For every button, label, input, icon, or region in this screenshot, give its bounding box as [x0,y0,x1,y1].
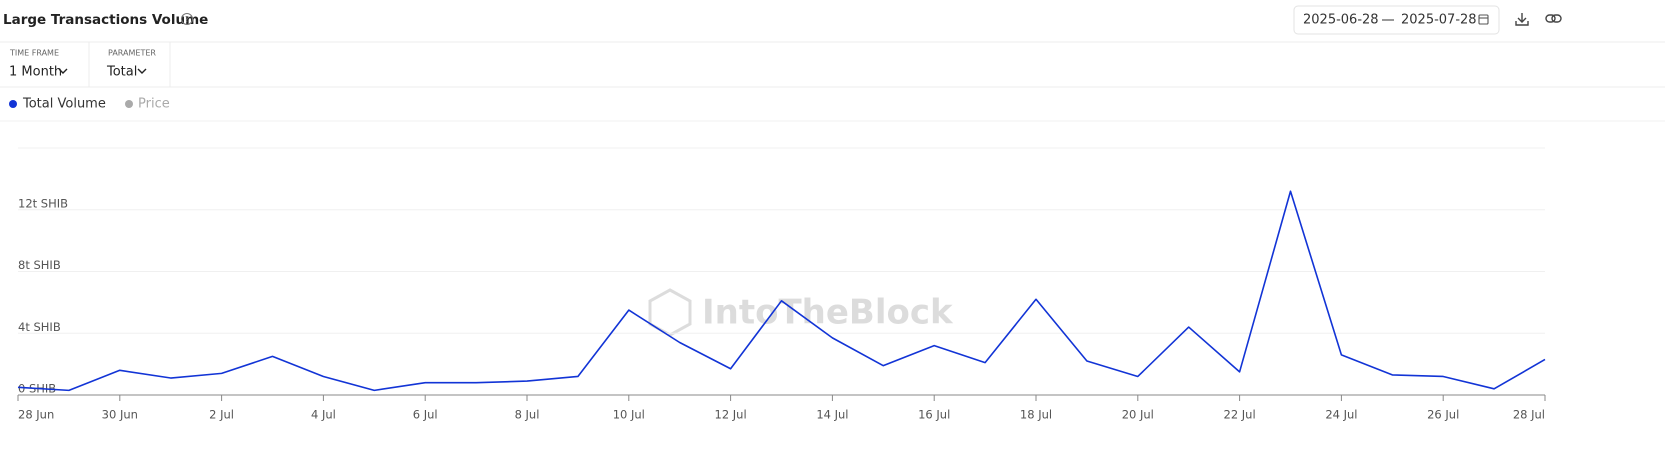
chevron [137,68,147,74]
x-tick-label: 24 Jul [1325,408,1357,422]
legend-swatch [9,100,17,108]
chevron [58,68,68,74]
x-tick-label: 4 Jul [311,408,336,422]
line-series [17,190,1546,392]
y-tick-label: 8t SHIB [18,258,61,272]
date-from[interactable]: 2025-06-28 [1303,13,1379,28]
x-tick-label: 22 Jul [1224,408,1256,422]
y-tick-label: 4t SHIB [18,320,61,334]
watermark: IntoTheBlock [648,288,954,337]
svg-text:?: ? [185,15,189,24]
x-tick-label: 30 Jun [102,408,138,422]
x-tick-label: 2 Jul [209,408,234,422]
date-to[interactable]: 2025-07-28 [1401,13,1477,28]
y-tick-label: 12t SHIB [18,196,68,210]
x-tick-label: 14 Jul [816,408,848,422]
link-icon[interactable] [1545,14,1562,23]
watermark-text: IntoTheBlock [702,293,954,333]
x-tick-label: 12 Jul [715,408,747,422]
panel-title: Large Transactions Volume [3,12,208,28]
date-range[interactable] [1293,5,1500,35]
x-tick-label: 8 Jul [515,408,540,422]
x-tick-label: 6 Jul [413,408,438,422]
x-tick-label: 26 Jul [1427,408,1459,422]
time-frame-select[interactable]: 1 Month [9,65,62,80]
legend-label: Total Volume [22,97,106,112]
calendar-icon[interactable] [1478,14,1489,25]
legend: Total Volume Price [9,97,170,112]
legend-label[interactable]: Price [138,97,170,112]
x-tick-label: 16 Jul [918,408,950,422]
x-tick-label: 28 Jul [1513,408,1545,422]
help-icon[interactable]: ? [180,12,194,26]
x-tick-label: 10 Jul [613,408,645,422]
x-tick-label: 28 Jun [18,408,54,422]
parameter-select[interactable]: Total [106,65,137,80]
parameter-label: PARAMETER [108,49,156,58]
x-tick-label: 18 Jul [1020,408,1052,422]
x-tick-label: 20 Jul [1122,408,1154,422]
time-frame-label: TIME FRAME [9,49,59,58]
legend-swatch [125,100,133,108]
download-icon[interactable] [1515,13,1529,26]
